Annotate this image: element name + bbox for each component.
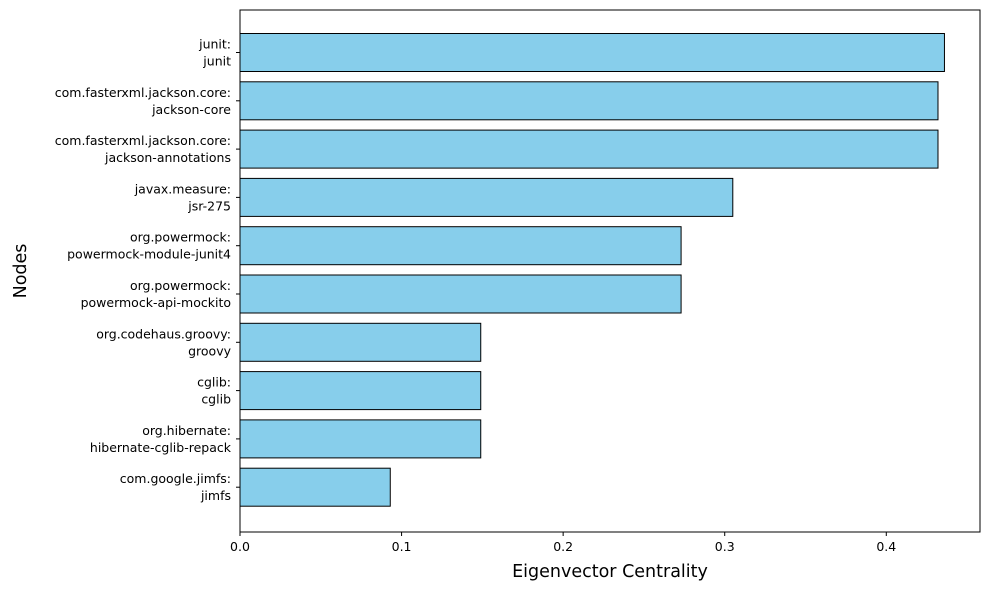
plot-frame [239,9,981,533]
x-tick-label: 0.1 [392,539,412,554]
y-tick-label: com.fasterxml.jackson.core: jackson-annot… [55,133,231,165]
bar-org-powermock-powermock-module-junit4 [239,226,682,266]
x-tick-label: 0.4 [876,539,896,554]
bar-junit-junit [239,33,945,72]
x-axis-title: Eigenvector Centrality [512,562,708,582]
bar-org-powermock-powermock-api-mockito [239,274,682,314]
y-axis-ticks: junit: junit com.fasterxml.jackson.core: ja… [55,37,240,503]
x-tick-label: 0.2 [553,539,573,554]
bar-javax-measure-jsr-275 [239,177,734,217]
x-tick-label: 0.3 [715,539,735,554]
x-axis-ticks: 0.0 0.1 0.2 0.3 0.4 [230,532,896,554]
y-tick-label: javax.measure: jsr-275 [134,181,231,213]
bar-com-fasterxml-jackson-core-jackson-core [239,81,939,121]
y-tick-label: com.google.jimfs: jimfs [120,471,231,503]
y-tick-label: com.fasterxml.jackson.core: jackson-core [55,85,232,117]
bars-group [239,33,945,507]
bar-com-google-jimfs-jimfs [239,467,391,507]
bar-cglib-cglib [239,371,482,411]
y-tick-label: org.powermock: powermock-api-mockito [81,278,231,310]
y-tick-label: junit: junit [198,37,231,69]
y-tick-label: cglib: cglib [197,375,231,407]
y-tick-label: org.powermock: powermock-module-junit4 [67,230,231,262]
bar-org-codehaus-groovy-groovy [239,322,482,362]
x-tick-label: 0.0 [230,539,250,554]
y-axis-title: Nodes [11,244,31,299]
bar-org-hibernate-hibernate-cglib-repack [239,419,482,459]
bar-com-fasterxml-jackson-core-jackson-annotations [239,129,939,169]
y-tick-label: org.hibernate: hibernate-cglib-repack [90,423,232,455]
y-tick-label: org.codehaus.groovy: groovy [96,326,231,358]
